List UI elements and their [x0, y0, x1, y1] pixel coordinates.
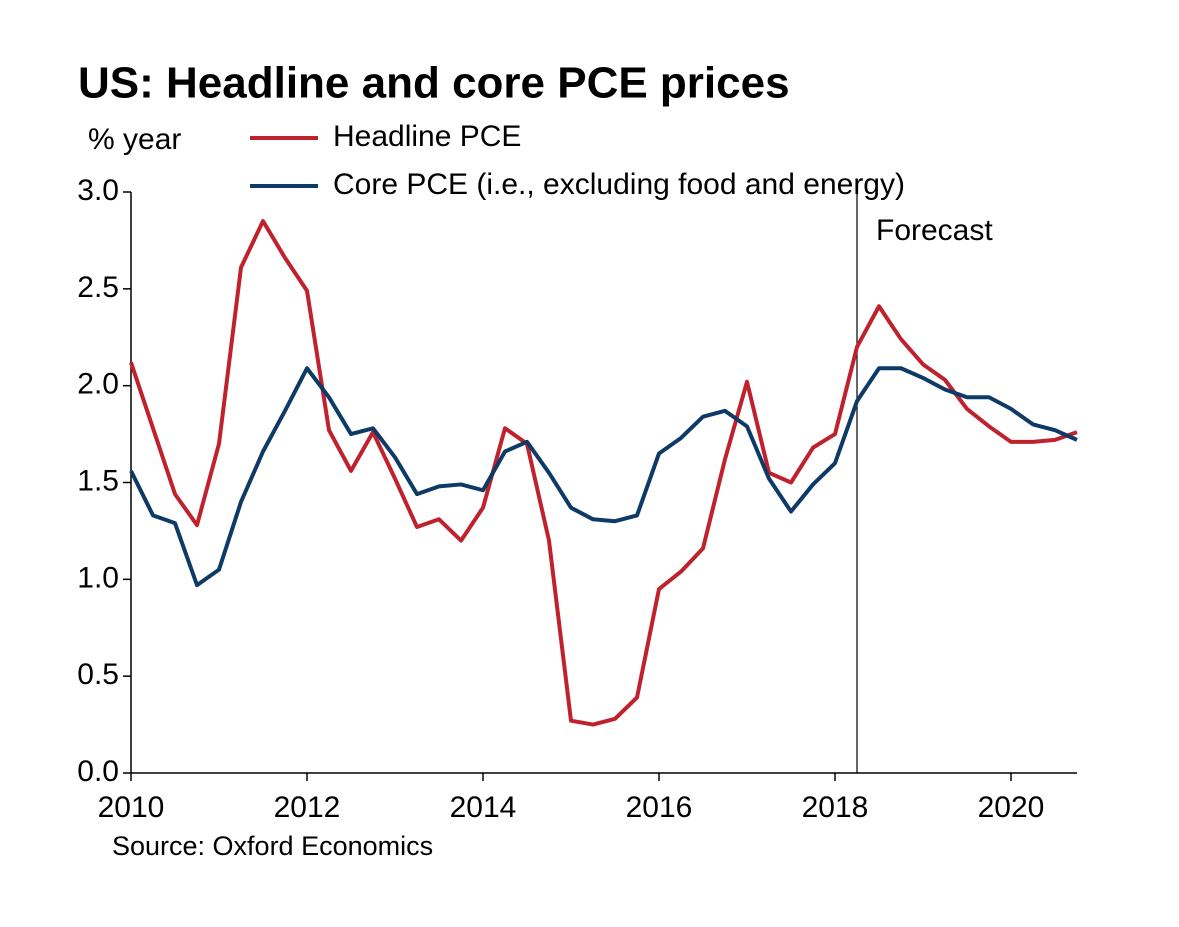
- legend-label: Core PCE (i.e., excluding food and energ…: [333, 168, 905, 201]
- series-line: [129, 219, 1078, 727]
- legend-label: Headline PCE: [333, 120, 521, 153]
- x-tick-label: 2016: [626, 791, 693, 824]
- y-tick-label: 3.0: [77, 174, 119, 207]
- series-line: [129, 366, 1078, 588]
- y-tick-label: 2.5: [77, 271, 119, 304]
- forecast-label: Forecast: [876, 214, 993, 247]
- y-tick-label: 0.5: [77, 658, 119, 691]
- y-tick-label: 0.0: [77, 755, 119, 788]
- y-axis-label: % year: [88, 123, 181, 156]
- chart-title: US: Headline and core PCE prices: [78, 59, 790, 108]
- y-tick-label: 1.0: [77, 561, 119, 594]
- x-tick-label: 2018: [802, 791, 869, 824]
- source-note: Source: Oxford Economics: [112, 831, 433, 861]
- y-tick-label: 2.0: [77, 368, 119, 401]
- y-tick-label: 1.5: [77, 464, 119, 497]
- x-tick-label: 2010: [98, 791, 165, 824]
- x-tick-label: 2012: [274, 791, 341, 824]
- x-tick-label: 2020: [978, 791, 1045, 824]
- x-tick-label: 2014: [450, 791, 517, 824]
